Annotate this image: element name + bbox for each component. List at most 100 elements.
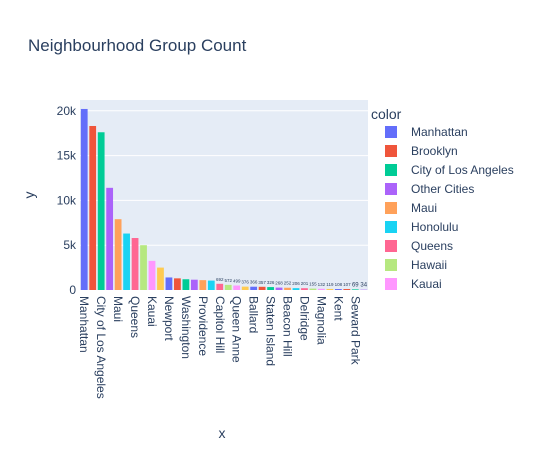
legend: color Manhattan Brooklyn City of Los Angel… (371, 106, 514, 291)
x-tick-label: Ballard (247, 296, 261, 333)
legend-label: Honolulu (411, 220, 458, 234)
data-label: 357 (258, 280, 266, 285)
bar (97, 132, 105, 290)
bar (106, 187, 114, 290)
bar (174, 278, 181, 290)
chart-title: Neighbourhood Group Count (28, 36, 247, 55)
x-tick-label: Delridge (297, 296, 311, 341)
legend-label: Queens (411, 239, 453, 253)
legend-item[interactable]: Other Cities (385, 182, 474, 196)
bar (250, 286, 258, 290)
legend-swatch (385, 126, 397, 138)
bar (165, 277, 173, 290)
legend-title: color (371, 106, 402, 122)
legend-item[interactable]: Manhattan (385, 125, 468, 139)
legend-label: Manhattan (411, 125, 468, 139)
x-tick-label: Manhattan (77, 296, 91, 353)
data-label: 201 (301, 281, 309, 286)
legend-item[interactable]: Kauai (385, 277, 442, 291)
data-label: 108 (335, 282, 343, 287)
legend-swatch (385, 145, 397, 157)
bar (301, 288, 308, 290)
legend-swatch (385, 221, 397, 233)
bar (233, 285, 241, 290)
x-tick-label: Washington (179, 296, 193, 359)
legend-swatch (385, 183, 397, 195)
data-label: 155 (309, 282, 317, 287)
data-label: 132 (318, 282, 326, 287)
legend-label: Brooklyn (411, 144, 458, 158)
data-label: 376 (241, 280, 249, 285)
x-tick-label: Maui (111, 296, 125, 322)
y-tick-labels: 0 5k 10k 15k 20k (57, 104, 77, 297)
data-label: 252 (284, 281, 292, 286)
data-label: 69 (352, 282, 359, 288)
data-label: 499 (233, 279, 241, 284)
bar (123, 233, 130, 290)
data-label: 268 (275, 281, 283, 286)
bar (148, 260, 156, 290)
legend-item[interactable]: Brooklyn (385, 144, 458, 158)
bar (334, 289, 342, 290)
legend-swatch (385, 240, 397, 252)
bar (224, 284, 232, 290)
y-tick-label: 10k (57, 193, 77, 207)
x-tick-label: Staten Island (264, 296, 278, 366)
x-tick-label: Providence (196, 296, 210, 356)
bar (284, 287, 291, 290)
bar (190, 279, 198, 290)
x-tick-label: Beacon Hill (281, 296, 295, 357)
bar (258, 286, 266, 290)
legend-item[interactable]: Hawaii (385, 258, 447, 272)
bar-labels: 692 572 499 376 366 357 326 268 252 206 201 155 132 1… (216, 277, 368, 289)
x-tick-label: Seward Park (348, 296, 362, 366)
legend-item[interactable]: Honolulu (385, 220, 458, 234)
bar (267, 287, 274, 290)
legend-label: City of Los Angeles (411, 163, 514, 177)
bar (216, 283, 224, 290)
x-tick-labels: Manhattan City of Los Angeles Maui Queens Ka… (77, 296, 362, 399)
legend-label: Other Cities (411, 182, 474, 196)
x-tick-label: Magnolia (314, 296, 328, 345)
x-tick-label: Capitol Hill (213, 296, 227, 353)
bar (131, 238, 139, 290)
legend-item[interactable]: Maui (385, 201, 437, 215)
bar (275, 287, 283, 290)
legend-label: Hawaii (411, 258, 447, 272)
data-label: 206 (292, 281, 300, 286)
bar (309, 288, 317, 290)
bar (343, 289, 351, 290)
y-tick-label: 5k (63, 238, 77, 252)
y-tick-label: 0 (69, 283, 76, 297)
x-tick-label: Kent (331, 296, 345, 321)
legend-label: Kauai (411, 277, 442, 291)
legend-swatch (385, 164, 397, 176)
legend-item[interactable]: Queens (385, 239, 453, 253)
data-label: 107 (343, 282, 351, 287)
bar (89, 125, 97, 290)
legend-swatch (385, 202, 397, 214)
data-label: 572 (224, 278, 232, 283)
legend-item[interactable]: City of Los Angeles (385, 163, 514, 177)
data-label: 326 (267, 280, 275, 285)
y-tick-label: 15k (57, 149, 77, 163)
bar (318, 288, 325, 290)
bar (351, 289, 359, 290)
data-label: 692 (216, 277, 224, 282)
bar (114, 219, 122, 290)
bar (140, 245, 147, 290)
bar (199, 280, 207, 290)
bars (80, 108, 368, 290)
legend-swatch (385, 259, 397, 271)
x-tick-label: Newport (162, 296, 176, 341)
legend-label: Maui (411, 201, 437, 215)
y-axis-title: y (21, 192, 37, 199)
bar (182, 279, 190, 290)
bar (207, 280, 215, 290)
legend-swatch (385, 278, 397, 290)
bar (241, 286, 249, 290)
bar (80, 108, 88, 290)
bar (326, 288, 334, 290)
x-tick-label: Queen Anne (230, 296, 244, 363)
